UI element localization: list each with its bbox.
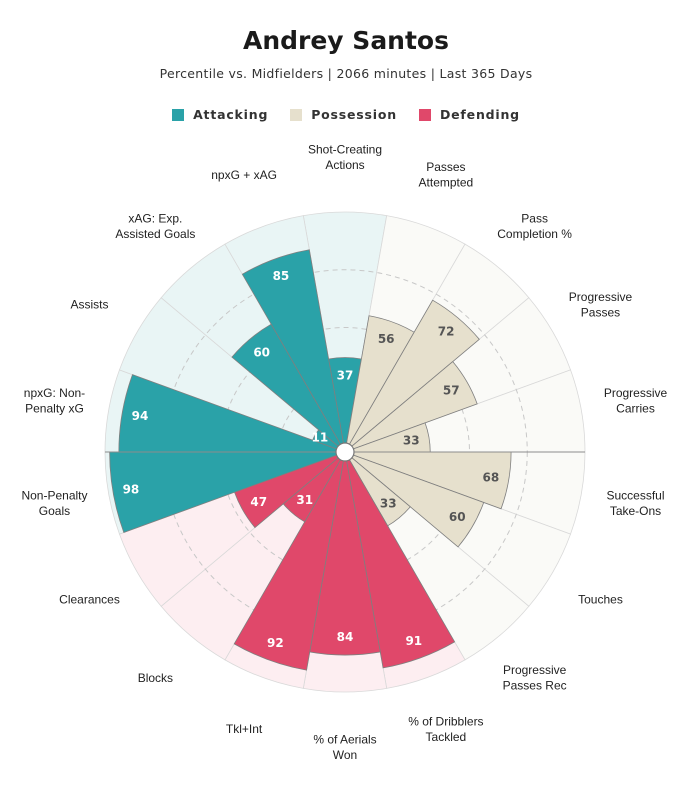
legend-swatch-defending: [418, 108, 431, 121]
value-label-blocks: 31: [296, 493, 313, 507]
value-label-xag-exp-assisted-goals: 60: [253, 346, 270, 360]
value-label-of-dribblers-tackled: 91: [405, 634, 422, 648]
category-label-of-aerials-won: % of Aerials Won: [313, 732, 376, 762]
category-label-passes-attempted: Passes Attempted: [419, 160, 474, 190]
category-label-blocks: Blocks: [138, 671, 173, 685]
legend-item-attacking: Attacking: [172, 107, 268, 122]
category-label-pass-completion: Pass Completion %: [497, 211, 572, 241]
value-label-progressive-carries: 33: [403, 433, 420, 447]
chart-subtitle: Percentile vs. Midfielders | 2066 minute…: [159, 66, 533, 81]
category-label-touches: Touches: [578, 593, 623, 607]
legend-label-defending: Defending: [439, 107, 520, 122]
value-label-assists: 11: [312, 431, 329, 445]
category-label-progressive-passes-rec: Progressive Passes Rec: [503, 663, 567, 693]
center-dot: [335, 442, 355, 462]
value-label-progressive-passes: 57: [443, 384, 460, 398]
legend-swatch-attacking: [172, 108, 185, 121]
value-labels: 37 56 72 57 33 68 60 33 91 84 92 31 47 98 94 11 60 85: [123, 269, 500, 650]
category-label-of-dribblers-tackled: % of Dribblers Tackled: [408, 714, 483, 744]
value-label-shot-creating-actions: 37: [337, 369, 354, 383]
category-label-successful-take-ons: Successful Take-Ons: [607, 488, 665, 517]
value-label-non-penalty-goals: 98: [123, 483, 140, 497]
category-label-non-penalty-goals: Non-Penalty Goals: [21, 488, 87, 517]
category-label-progressive-carries: Progressive Carries: [604, 386, 668, 416]
category-label-shot-creating-actions: Shot-Creating Actions: [308, 142, 382, 172]
value-bars: [109, 249, 512, 671]
value-label-progressive-passes-rec: 33: [380, 497, 397, 511]
value-label-tkl-int: 92: [267, 636, 284, 650]
legend-swatch-possession: [290, 108, 303, 121]
category-label-xag-exp-assisted-goals: xAG: Exp. Assisted Goals: [115, 211, 195, 241]
legend-label-attacking: Attacking: [193, 107, 269, 122]
category-label-clearances: Clearances: [59, 593, 120, 607]
value-label-of-aerials-won: 84: [337, 630, 354, 644]
value-label-pass-completion: 72: [438, 324, 455, 338]
category-label-progressive-passes: Progressive Passes: [569, 290, 633, 320]
legend-item-possession: Possession: [290, 107, 397, 122]
category-label-npxg-xag: npxG + xAG: [211, 168, 277, 182]
value-label-passes-attempted: 56: [378, 332, 395, 346]
legend-label-possession: Possession: [311, 107, 397, 122]
category-label-assists: Assists: [71, 298, 109, 312]
legend-item-defending: Defending: [418, 107, 520, 122]
category-labels: Shot-Creating Actions Passes Attempted Pass C…: [21, 142, 667, 762]
category-label-tkl-int: Tkl+Int: [226, 722, 263, 736]
value-label-successful-take-ons: 68: [482, 471, 499, 485]
chart-title: Andrey Santos: [242, 26, 449, 55]
value-label-npxg-xag: 85: [273, 269, 290, 283]
value-label-touches: 60: [449, 510, 466, 524]
value-label-npxg-non-penalty-xg: 94: [132, 409, 149, 423]
legend: Attacking Possession Defending: [0, 107, 692, 122]
value-label-clearances: 47: [250, 495, 267, 509]
category-label-npxg-non-penalty-xg: npxG: Non-Penalty xG: [24, 386, 85, 416]
